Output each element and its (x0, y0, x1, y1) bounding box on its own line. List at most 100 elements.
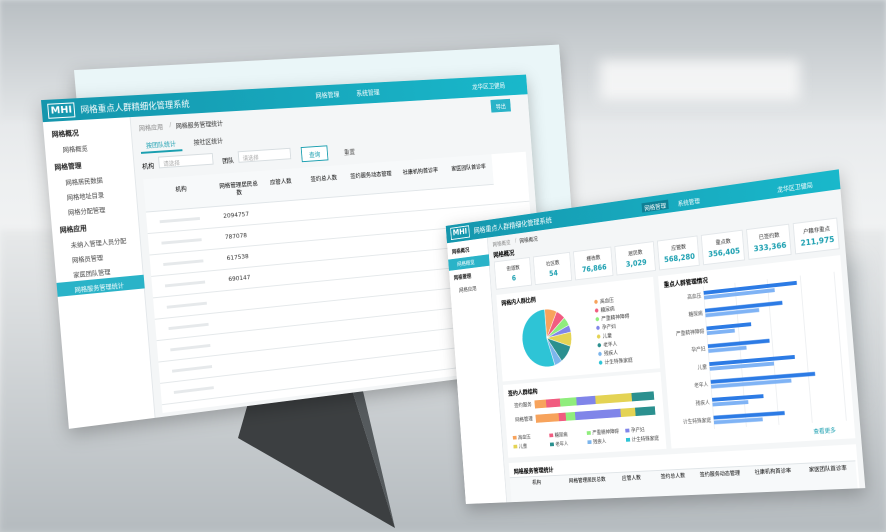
table-header: 签约总人数 (300, 164, 348, 200)
menu-group[interactable]: 网格概况 (51, 129, 80, 139)
legend-label: 糖尿病 (600, 304, 615, 314)
table-cell: 2094757 (222, 210, 250, 220)
stack-panel: 签约人群结构 签约服务 网格管理 高血压 糖尿病 严重精神障碍 孕产妇 儿童 老年人 残疾人 计生特… (502, 371, 667, 458)
legend-label: 糖尿病 (554, 431, 567, 439)
table-header: 家医团队首诊率 (799, 460, 858, 491)
stack-segment (545, 398, 561, 408)
grid-line (735, 283, 747, 427)
legend-swatch (549, 433, 554, 438)
stack-segment (635, 406, 656, 417)
org-placeholder (173, 386, 214, 394)
filter-label: 机构 (141, 161, 155, 171)
legend-swatch (596, 325, 600, 331)
bar (712, 394, 764, 402)
org-placeholder (163, 259, 204, 266)
legend-swatch (625, 437, 631, 442)
ceiling-light (600, 60, 800, 100)
stat-value: 54 (548, 268, 559, 278)
legend-swatch (598, 351, 602, 357)
menu-group[interactable]: 网格管理 (54, 161, 82, 172)
stat-card: 社区数 54 (532, 251, 573, 286)
filter-select[interactable]: 请选择 (158, 153, 214, 169)
legend-swatch (598, 360, 603, 365)
stack-segment (534, 399, 547, 409)
table-cell: 787078 (224, 231, 248, 241)
legend-swatch (625, 428, 630, 433)
more-link[interactable]: 查看更多 (813, 427, 837, 436)
legend-swatch (596, 334, 601, 339)
stat-value: 76,866 (581, 262, 607, 275)
stack-segment (535, 413, 560, 423)
legend-label: 严重精神障碍 (592, 428, 619, 437)
breadcrumb-item[interactable]: 网格概览 (492, 239, 511, 249)
org-placeholder (170, 343, 211, 352)
stack-segment (558, 412, 567, 422)
logo: MHI (450, 225, 470, 241)
pie-panel: 网格内人群比例 高血压 糖尿病 严重精神障碍 孕产妇 儿童 老年人 残疾人 计生特殊家庭 (496, 276, 661, 382)
stat-value: 6 (511, 273, 517, 283)
user-name[interactable]: 龙华区卫健局 (471, 82, 506, 92)
breadcrumb-item[interactable]: 网格服务管理统计 (175, 119, 224, 131)
org-placeholder (164, 280, 206, 288)
stat-card: 街道数 6 (493, 256, 532, 290)
stack-segment (576, 395, 596, 406)
category-label: 残疾人 (695, 399, 710, 407)
stat-value: 568,280 (663, 251, 696, 265)
stat-card: 重点数 356,405 (700, 229, 746, 266)
table-header: 机构 (509, 474, 566, 503)
table-header: 社康机构首诊率 (745, 463, 802, 493)
export-button[interactable]: 导出 (490, 98, 511, 113)
menu-item[interactable]: 网格概览 (62, 144, 88, 155)
stat-value: 211,975 (800, 234, 835, 248)
legend-swatch (594, 308, 599, 313)
stack-segment (565, 411, 576, 421)
grid-line (800, 276, 812, 423)
stack-segment (595, 393, 633, 405)
nav-item[interactable]: 系统管理 (355, 88, 380, 98)
nav-item[interactable]: 网格管理 (315, 90, 340, 100)
stat-value: 3,029 (625, 257, 647, 269)
legend-label: 老年人 (603, 339, 618, 348)
nav-item[interactable]: 系统管理 (677, 197, 701, 208)
hbar-panel: 重点人群管理情况 查看更多 高血压 糖尿病 严重精神障碍 孕产妇 儿童 老年人 残疾人 计生特殊家… (658, 255, 856, 449)
breadcrumb-item[interactable]: 网格应用 (138, 123, 164, 133)
legend-swatch (597, 343, 602, 348)
nav-item[interactable]: 网格管理 (641, 199, 669, 213)
legend-label: 残疾人 (593, 438, 607, 446)
legend-label: 孕产妇 (602, 322, 617, 331)
legend-swatch (594, 299, 598, 305)
category-label: 高血压 (687, 292, 702, 301)
filter-select[interactable]: 请选择 (237, 147, 292, 163)
user-name[interactable]: 龙华区卫健局 (776, 181, 814, 194)
breadcrumb-sep: / (168, 120, 172, 129)
menu-group[interactable]: 网格应用 (59, 224, 88, 235)
legend-label: 高血压 (600, 296, 615, 306)
category-label: 儿童 (697, 363, 707, 371)
legend-swatch (513, 444, 518, 449)
reset-button[interactable]: 重置 (343, 148, 356, 157)
legend-swatch (549, 442, 555, 447)
stack-segment (574, 408, 621, 421)
search-button[interactable]: 查询 (300, 145, 329, 163)
grid-line (834, 272, 846, 421)
legend-label: 高血压 (518, 434, 531, 442)
section-title: 网格概况 (493, 249, 515, 259)
stat-card: 居民数 3,029 (614, 241, 656, 276)
table-header: 社康机构首诊率 (394, 157, 447, 193)
table-header: 签约服务动态管理 (693, 465, 748, 495)
legend-swatch (587, 440, 592, 445)
legend-swatch (586, 431, 591, 435)
stat-card: 户籍非重点 211,975 (792, 217, 840, 255)
row-label: 签约服务 (514, 400, 533, 409)
stack-segment (559, 397, 577, 407)
table-title: 网格服务管理统计 (513, 466, 554, 476)
legend-label: 老年人 (555, 440, 568, 448)
category-label: 老年人 (694, 381, 709, 389)
legend-label: 孕产妇 (631, 426, 645, 434)
tab[interactable]: 按团队统计 (139, 135, 183, 154)
breadcrumb-item[interactable]: 网格概况 (519, 236, 538, 245)
tab[interactable]: 按社区统计 (193, 136, 224, 147)
